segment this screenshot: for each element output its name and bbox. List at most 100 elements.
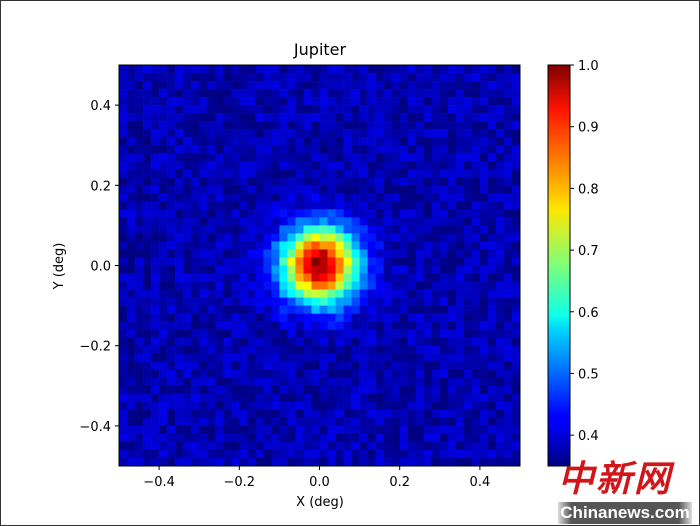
heatmap-cell (215, 385, 224, 395)
heatmap-cell (247, 193, 256, 202)
heatmap-cell (479, 313, 489, 322)
heatmap-cell (239, 385, 248, 395)
heatmap-cell (183, 441, 192, 451)
heatmap-cell (271, 129, 280, 138)
heatmap-cell (335, 441, 344, 451)
heatmap-cell (303, 257, 312, 266)
heatmap-cell (351, 337, 360, 346)
heatmap-cell (239, 337, 248, 346)
heatmap-cell (207, 449, 216, 459)
colorbar-tick-label: 0.7 (578, 244, 599, 259)
heatmap-cell (439, 441, 449, 451)
heatmap-cell (287, 233, 296, 242)
heatmap-cell (327, 409, 336, 419)
heatmap-cell (319, 153, 328, 162)
heatmap-cell (343, 305, 352, 314)
heatmap-cell (191, 177, 200, 186)
heatmap-cell (439, 121, 449, 130)
heatmap-cell (263, 393, 272, 403)
heatmap-cell (127, 137, 136, 146)
heatmap-cell (479, 401, 489, 411)
heatmap-cell (431, 233, 441, 242)
heatmap-cell (191, 297, 200, 306)
heatmap-cell (287, 153, 296, 162)
heatmap-cell (231, 385, 240, 395)
heatmap-cell (143, 185, 152, 194)
heatmap-cell (207, 313, 216, 322)
heatmap-cell (327, 281, 336, 290)
heatmap-cell (287, 161, 296, 170)
heatmap-cell (423, 81, 433, 90)
heatmap-cell (215, 393, 224, 403)
heatmap-cell (183, 369, 192, 379)
heatmap-cell (287, 145, 296, 154)
heatmap-cell (375, 265, 384, 274)
heatmap-cell (367, 265, 376, 274)
heatmap-cell (119, 177, 128, 186)
heatmap-cell (375, 201, 384, 210)
heatmap-cell (247, 281, 256, 290)
heatmap-cell (463, 361, 473, 371)
heatmap-cell (407, 337, 417, 346)
heatmap-cell (303, 345, 312, 355)
heatmap-cell (279, 81, 288, 90)
heatmap-cell (479, 81, 489, 90)
heatmap-cell (327, 185, 336, 194)
heatmap-cell (407, 145, 417, 154)
heatmap-cell (279, 209, 288, 218)
heatmap-cell (359, 393, 368, 403)
heatmap-cell (295, 409, 304, 419)
heatmap-cell (119, 193, 128, 202)
heatmap-cell (343, 241, 352, 250)
heatmap-cell (223, 425, 232, 435)
heatmap-cell (183, 241, 192, 250)
heatmap-cell (511, 337, 521, 346)
heatmap-cell (375, 249, 384, 258)
heatmap-cell (487, 89, 497, 98)
heatmap-cell (143, 281, 152, 290)
heatmap-cell (119, 417, 128, 427)
heatmap-cell (127, 161, 136, 170)
heatmap-cell (135, 201, 144, 210)
heatmap-cell (143, 369, 152, 379)
heatmap-cell (207, 273, 216, 282)
heatmap-cell (199, 449, 208, 459)
heatmap-cell (495, 209, 505, 218)
heatmap-cell (383, 457, 392, 467)
heatmap-cell (351, 233, 360, 242)
heatmap-cell (431, 217, 441, 226)
heatmap-cell (183, 249, 192, 258)
heatmap-cell (287, 281, 296, 290)
heatmap-cell (439, 321, 449, 330)
heatmap-cell (191, 185, 200, 194)
heatmap-cell (431, 289, 441, 298)
heatmap-cell (239, 201, 248, 210)
heatmap-cell (343, 289, 352, 298)
heatmap-cell (319, 145, 328, 154)
heatmap-cell (447, 441, 457, 451)
heatmap-cell (335, 297, 344, 306)
heatmap-cell (247, 393, 256, 403)
heatmap-cell (391, 169, 400, 178)
heatmap-cell (175, 297, 184, 306)
heatmap-cell (207, 345, 216, 355)
heatmap-cell (159, 225, 168, 234)
heatmap-cell (271, 433, 280, 443)
heatmap-cell (311, 449, 320, 459)
heatmap-cell (247, 161, 256, 170)
heatmap-cell (295, 289, 304, 298)
heatmap-cell (167, 105, 176, 114)
heatmap-cell (335, 249, 344, 258)
heatmap-cell (431, 89, 441, 98)
heatmap-cell (495, 97, 505, 106)
heatmap-cell (271, 409, 280, 419)
heatmap-cell (191, 425, 200, 435)
heatmap-cell (239, 249, 248, 258)
heatmap-cell (167, 97, 176, 106)
heatmap-cell (135, 321, 144, 330)
heatmap-cell (279, 353, 288, 363)
heatmap-cell (239, 393, 248, 403)
heatmap-cell (135, 177, 144, 186)
heatmap-cell (479, 89, 489, 98)
heatmap-cell (247, 169, 256, 178)
